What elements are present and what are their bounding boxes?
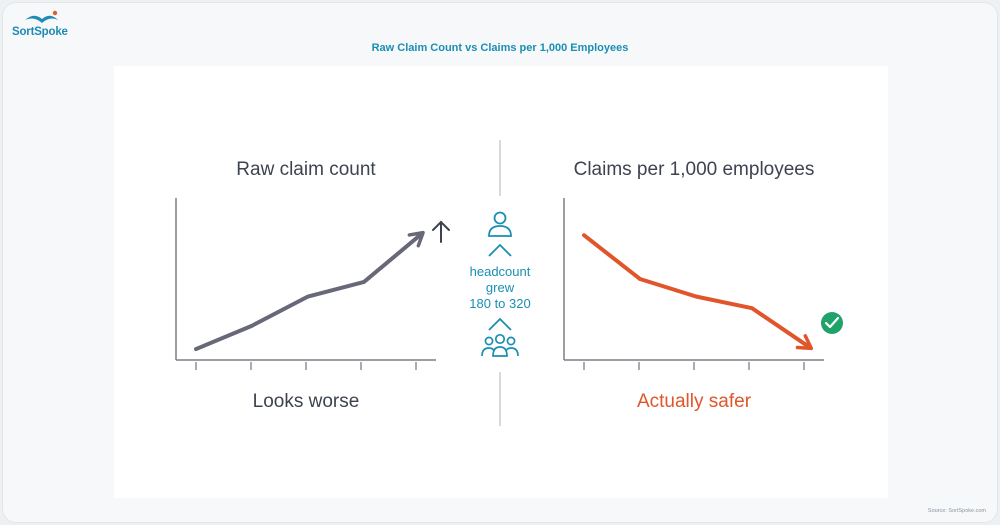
right-chart-title: Claims per 1,000 employees	[574, 159, 815, 180]
source-note: Source: SortSpoke.com	[927, 508, 986, 514]
headcount-label-line-2: grew	[486, 280, 515, 295]
left-x-ticks	[195, 362, 417, 370]
page-title: Raw Claim Count vs Claims per 1,000 Empl…	[371, 42, 629, 54]
left-chart: Raw claim count Looks worse	[175, 159, 450, 412]
right-chart-caption: Actually safer	[637, 391, 752, 412]
headcount-label-line-3: 180 to 320	[469, 296, 530, 311]
right-x-ticks	[583, 362, 805, 370]
right-chart: Claims per 1,000 employees Actually safe…	[563, 159, 843, 412]
sortspoke-logo[interactable]: SortSpoke	[8, 8, 78, 42]
wave-logo-icon	[25, 10, 58, 23]
person-icon	[488, 211, 512, 237]
group-icon	[481, 333, 519, 357]
figure-card	[114, 66, 888, 498]
headcount-label-line-1: headcount	[470, 264, 531, 279]
caret-up-icon	[488, 243, 512, 257]
right-series-line	[582, 233, 810, 349]
series-arrowhead	[795, 334, 814, 351]
up-arrow-icon	[432, 220, 450, 243]
headcount-annotation: headcount grew 180 to 320	[469, 211, 531, 357]
left-chart-caption: Looks worse	[253, 391, 360, 412]
logo-text: SortSpoke	[12, 26, 68, 38]
check-circle-icon	[821, 312, 843, 334]
series-arrowhead	[407, 230, 425, 248]
caret-up-icon	[488, 317, 512, 331]
left-chart-title: Raw claim count	[236, 159, 376, 180]
left-series-line	[194, 233, 422, 352]
